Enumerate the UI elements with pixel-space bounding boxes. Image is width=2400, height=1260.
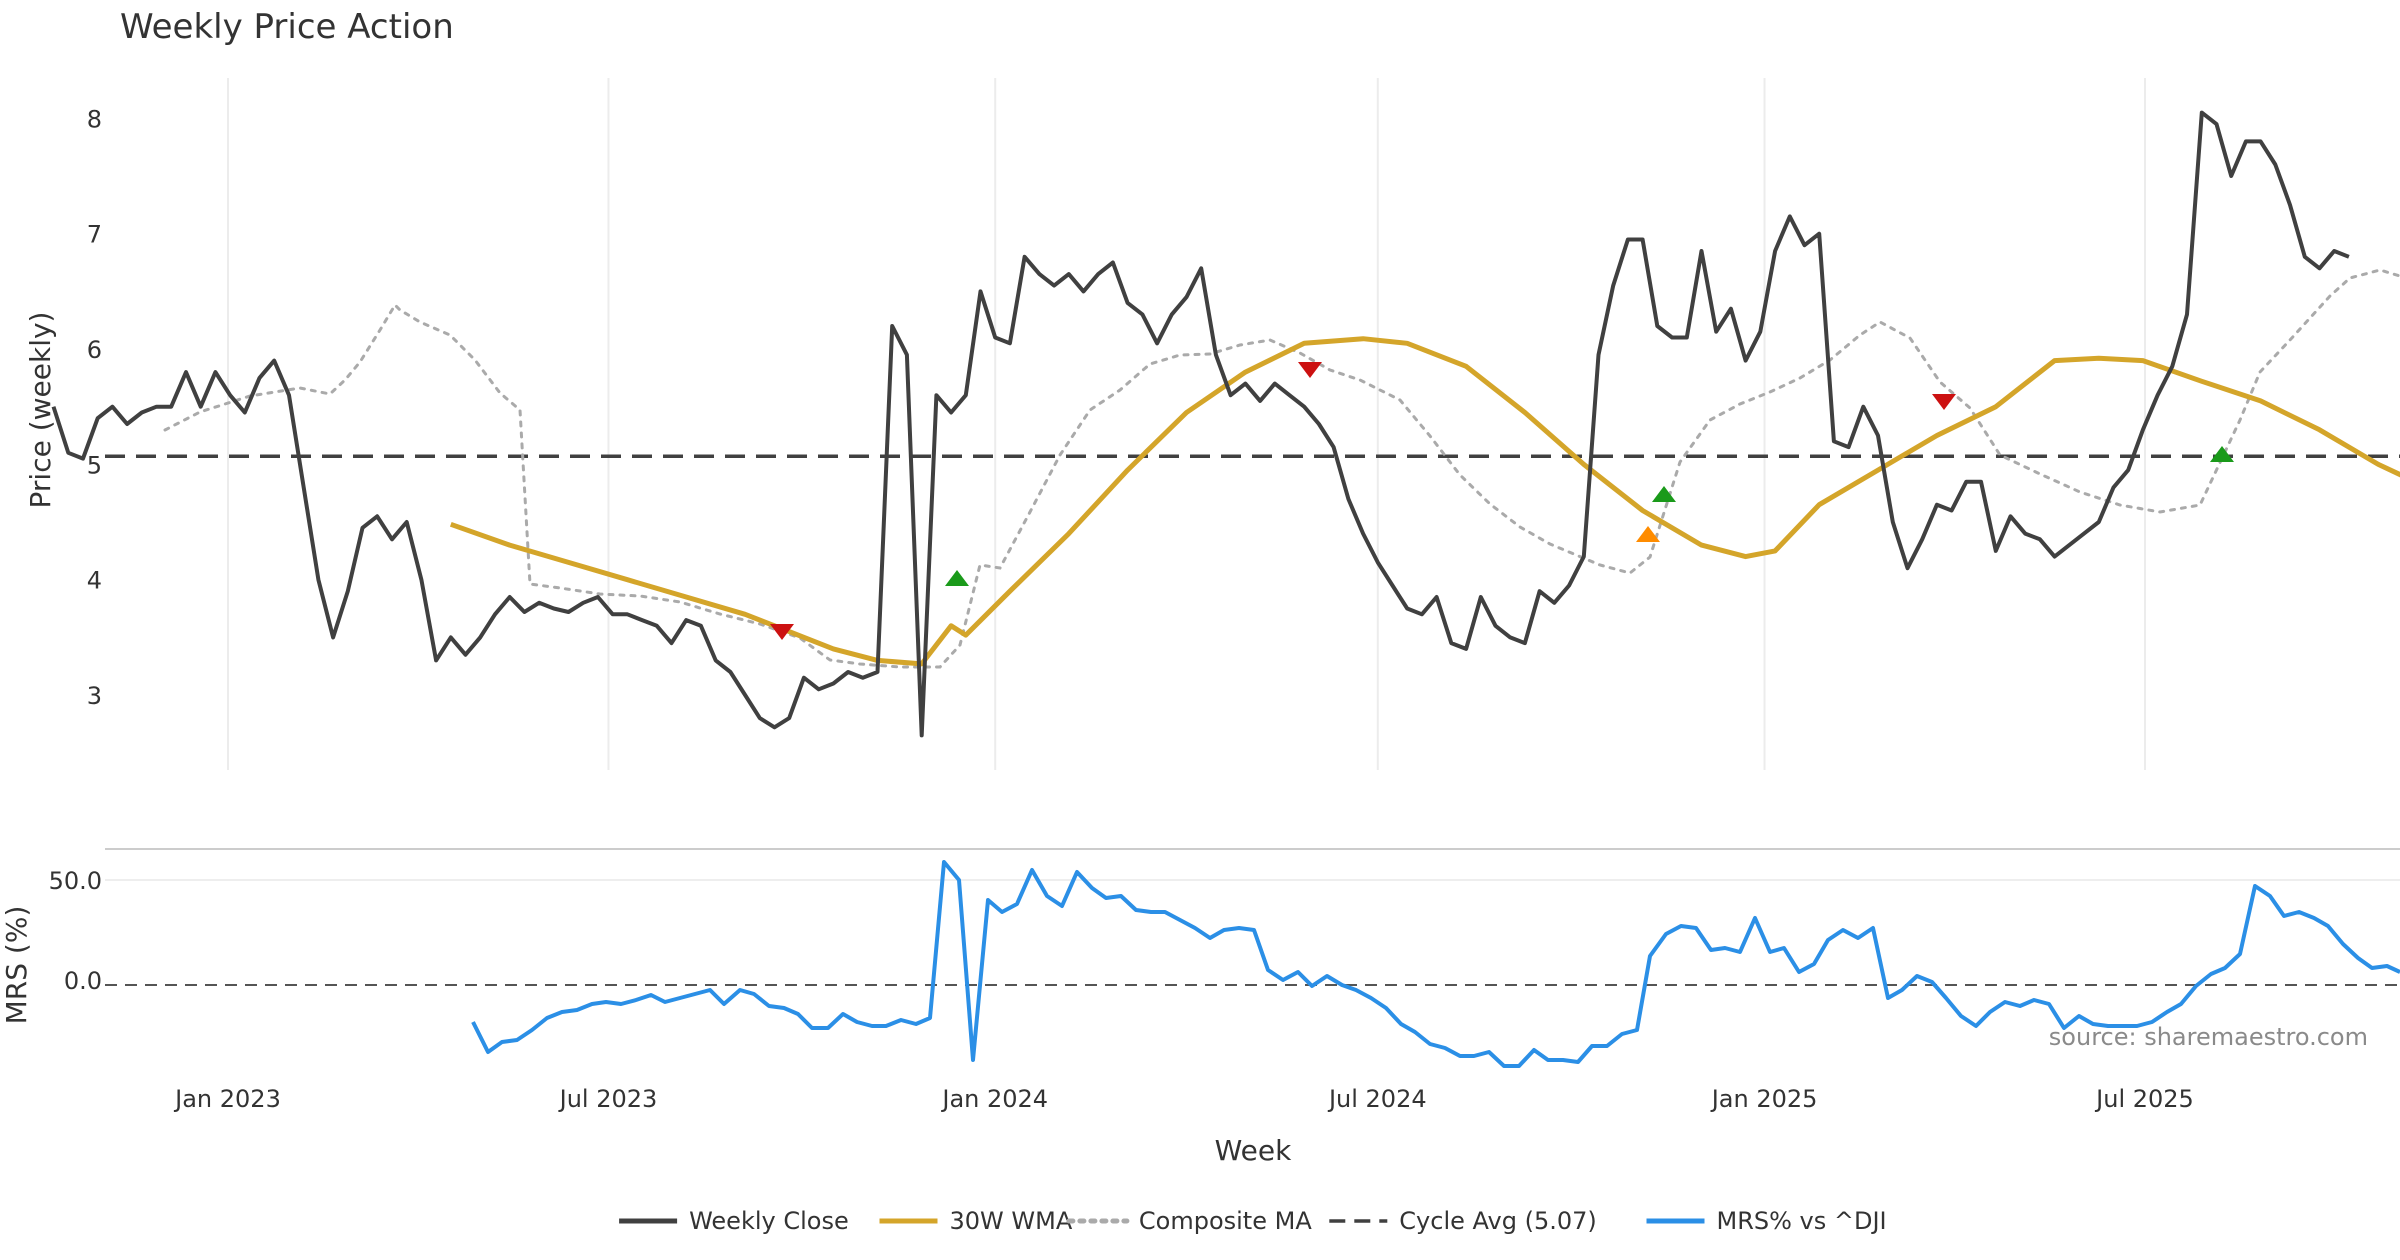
mrs-line	[471, 860, 2400, 1068]
x-axis-ticks: Jan 2023 Jul 2023 Jan 2024 Jul 2024 Jan 2025…	[173, 1085, 2194, 1113]
x-tick-label: Jan 2025	[1710, 1085, 1818, 1113]
mrs-panel: 0.0 50.0	[49, 860, 2400, 1068]
x-tick-label: Jan 2023	[173, 1085, 281, 1113]
weekly-close-line	[51, 110, 2350, 738]
x-tick-label: Jan 2024	[940, 1085, 1048, 1113]
mrs-y-tick-label: 50.0	[49, 867, 102, 895]
price-y-tick-label: 6	[87, 336, 102, 364]
price-y-tick-label: 3	[87, 682, 102, 710]
sell-signal-marker	[1932, 394, 1956, 410]
price-y-axis-title: Price (weekly)	[24, 312, 57, 509]
source-note: source: sharemaestro.com	[2049, 1023, 2368, 1051]
price-y-ticks: 3 4 5 6 7 8	[87, 105, 102, 710]
buy-signal-marker	[1652, 486, 1676, 502]
sell-signal-marker	[770, 624, 794, 640]
legend-label: Cycle Avg (5.07)	[1399, 1207, 1596, 1235]
x-axis-title: Week	[1215, 1134, 1292, 1167]
price-y-tick-label: 4	[87, 567, 102, 595]
mrs-y-tick-label: 0.0	[64, 967, 102, 995]
legend-label: MRS% vs ^DJI	[1717, 1207, 1887, 1235]
legend: Weekly Close 30W WMA Composite MA Cycle Avg…	[619, 1207, 1887, 1235]
chart-title: Weekly Price Action	[120, 7, 454, 47]
x-tick-label: Jul 2023	[558, 1085, 658, 1113]
caution-signal-marker	[1636, 526, 1660, 542]
x-tick-label: Jul 2024	[1327, 1085, 1427, 1113]
legend-label: Composite MA	[1139, 1207, 1312, 1235]
buy-signal-marker	[945, 570, 969, 586]
price-y-tick-label: 8	[87, 105, 102, 133]
mrs-y-ticks: 0.0 50.0	[49, 867, 2400, 995]
price-y-tick-label: 7	[87, 221, 102, 249]
buy-signal-marker	[2210, 446, 2234, 462]
sell-signal-marker	[1298, 362, 1322, 378]
wma-30w-line	[449, 336, 2400, 667]
legend-label: Weekly Close	[689, 1207, 849, 1235]
signal-markers	[770, 362, 2234, 640]
mrs-y-axis-title: MRS (%)	[0, 906, 33, 1025]
x-tick-label: Jul 2025	[2094, 1085, 2194, 1113]
legend-label: 30W WMA	[950, 1207, 1073, 1235]
price-y-tick-label: 5	[87, 451, 102, 479]
price-panel: 3 4 5 6 7 8	[51, 78, 2400, 770]
